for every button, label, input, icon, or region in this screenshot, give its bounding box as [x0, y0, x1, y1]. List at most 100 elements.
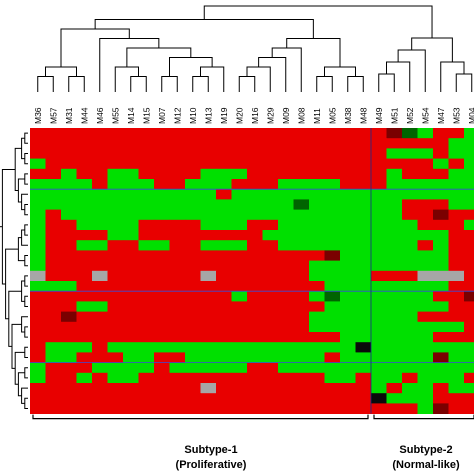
- heatmap-cell-27-22: [371, 403, 387, 414]
- heatmap-cell-4-2: [61, 168, 77, 180]
- heatmap-cell-12-26: [433, 250, 449, 261]
- heatmap-cell-11-23: [386, 240, 403, 251]
- heatmap-cell-7-3: [76, 199, 93, 210]
- heatmap-cell-2-22: [371, 148, 387, 159]
- heatmap-cell-7-15: [262, 199, 279, 210]
- heatmap-cell-7-2: [61, 199, 77, 210]
- heatmap-cell-14-16: [278, 270, 294, 282]
- heatmap-cell-24-13: [231, 372, 248, 384]
- heatmap-cell-2-10: [185, 148, 201, 159]
- heatmap-cell-13-20: [340, 260, 356, 272]
- heatmap-cell-11-9: [169, 240, 186, 251]
- heatmap-cell-25-4: [92, 383, 108, 394]
- heatmap-cell-2-13: [231, 148, 248, 159]
- column-label-M04: M04: [467, 107, 474, 124]
- heatmap-cell-23-9: [169, 362, 186, 374]
- heatmap-cell-2-27: [448, 148, 465, 159]
- heatmap-cell-9-21: [355, 219, 372, 231]
- heatmap-cell-5-18: [309, 179, 325, 190]
- column-dendrogram-branch: [258, 57, 287, 86]
- heatmap-cell-10-24: [402, 230, 418, 241]
- heatmap-cell-17-26: [433, 301, 449, 312]
- heatmap-cell-19-13: [231, 321, 248, 333]
- heatmap-cell-4-13: [231, 168, 248, 180]
- heatmap-cell-16-25: [417, 291, 434, 302]
- heatmap-cell-18-3: [76, 311, 93, 323]
- heatmap-cell-20-10: [185, 332, 201, 343]
- heatmap-cell-8-15: [262, 209, 279, 221]
- heatmap-cell-21-8: [154, 342, 170, 353]
- heatmap-cell-22-10: [185, 352, 201, 363]
- heatmap-cell-23-8: [154, 362, 170, 374]
- heatmap-cell-27-1: [45, 403, 62, 414]
- heatmap-cell-12-28: [464, 250, 474, 261]
- heatmap-cell-22-14: [247, 352, 263, 363]
- heatmap-cell-11-5: [107, 240, 124, 251]
- heatmap-cell-11-19: [324, 240, 341, 251]
- heatmap-cell-5-27: [448, 179, 465, 190]
- heatmap-cell-2-5: [107, 148, 124, 159]
- heatmap-cell-26-15: [262, 393, 279, 404]
- row-dendrogram: [0, 132, 28, 409]
- heatmap-cell-6-7: [138, 189, 155, 200]
- heatmap-cell-3-13: [231, 158, 248, 170]
- heatmap-cell-5-2: [61, 179, 77, 190]
- heatmap-cell-10-1: [45, 230, 62, 241]
- heatmap-cell-21-27: [448, 342, 465, 353]
- heatmap-cell-10-28: [464, 230, 474, 241]
- heatmap-cell-27-5: [107, 403, 124, 414]
- heatmap-cell-15-25: [417, 281, 434, 292]
- heatmap-cell-4-12: [216, 168, 232, 180]
- heatmap-cell-17-22: [371, 301, 387, 312]
- heatmap-cell-26-18: [309, 393, 325, 404]
- heatmap-cell-6-14: [247, 189, 263, 200]
- heatmap-cell-3-22: [371, 158, 387, 170]
- column-label-M13: M13: [203, 107, 213, 124]
- heatmap-cell-6-15: [262, 189, 279, 200]
- heatmap-cell-1-21: [355, 138, 372, 149]
- heatmap-cell-23-11: [200, 362, 217, 374]
- heatmap-cell-0-27: [448, 128, 465, 139]
- heatmap-cell-0-10: [185, 128, 201, 139]
- group-bracket-1: [373, 414, 474, 420]
- heatmap-cell-22-6: [123, 352, 139, 363]
- heatmap-cell-20-9: [169, 332, 186, 343]
- heatmap-cell-18-1: [45, 311, 62, 323]
- heatmap-cell-3-19: [324, 158, 341, 170]
- heatmap-cell-19-19: [324, 321, 341, 333]
- heatmap-cell-25-3: [76, 383, 93, 394]
- heatmap-cell-14-21: [355, 270, 372, 282]
- heatmap-cell-23-4: [92, 362, 108, 374]
- heatmap-cell-0-21: [355, 128, 372, 139]
- heatmap-cell-6-23: [386, 189, 403, 200]
- heatmap-cell-8-1: [45, 209, 62, 221]
- heatmap-cell-26-20: [340, 393, 356, 404]
- heatmap-cell-9-27: [448, 219, 465, 231]
- heatmap-cell-23-13: [231, 362, 248, 374]
- heatmap-cell-25-19: [324, 383, 341, 394]
- heatmap-cell-19-11: [200, 321, 217, 333]
- heatmap-cell-18-8: [154, 311, 170, 323]
- heatmap-cell-24-6: [123, 372, 139, 384]
- heatmap-cell-25-14: [247, 383, 263, 394]
- heatmap-cell-12-1: [45, 250, 62, 261]
- heatmap-cell-25-0: [30, 383, 46, 394]
- heatmap-cell-12-14: [247, 250, 263, 261]
- heatmap-cell-17-4: [92, 301, 108, 312]
- heatmap-cell-11-25: [417, 240, 434, 251]
- heatmap-cell-27-12: [216, 403, 232, 414]
- heatmap-cell-2-15: [262, 148, 279, 159]
- column-label-M47: M47: [436, 107, 446, 124]
- heatmap-cell-20-8: [154, 332, 170, 343]
- heatmap-cell-9-14: [247, 219, 263, 231]
- heatmap-cell-7-7: [138, 199, 155, 210]
- column-label-M12: M12: [172, 107, 182, 124]
- heatmap-cell-0-13: [231, 128, 248, 139]
- heatmap-cell-16-17: [293, 291, 310, 302]
- heatmap-cell-7-1: [45, 199, 62, 210]
- heatmap-cell-20-2: [61, 332, 77, 343]
- heatmap-cell-4-6: [123, 168, 139, 180]
- heatmap-cell-15-12: [216, 281, 232, 292]
- heatmap-cell-23-7: [138, 362, 155, 374]
- heatmap-cell-11-21: [355, 240, 372, 251]
